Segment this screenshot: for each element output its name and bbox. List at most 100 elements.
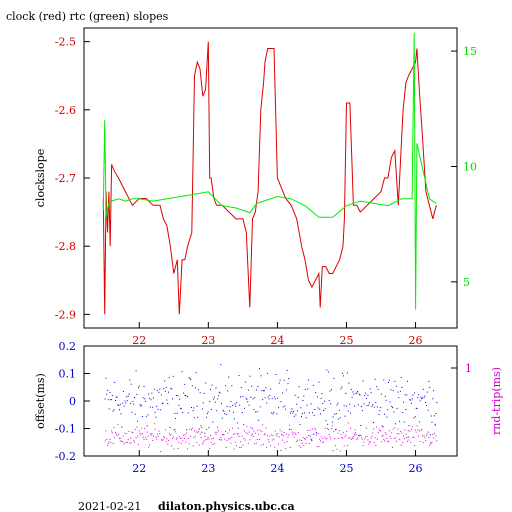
- series-offset-point: [126, 396, 128, 398]
- series-rnd-trip-point: [249, 439, 251, 441]
- series-offset-point: [377, 388, 379, 390]
- series-rnd-trip-point: [431, 441, 433, 443]
- series-rnd-trip-point: [369, 441, 370, 443]
- series-offset-point: [302, 400, 304, 402]
- series-rnd-trip-point: [159, 432, 161, 434]
- series-rnd-trip-point: [226, 439, 228, 441]
- series-offset-point: [179, 407, 181, 409]
- series-offset-point: [185, 395, 187, 397]
- series-offset-point: [351, 396, 353, 398]
- series-offset-point: [361, 410, 363, 412]
- series-rnd-trip-point: [418, 430, 420, 432]
- series-offset-point: [350, 388, 352, 390]
- series-offset-point: [436, 402, 438, 404]
- series-rnd-trip-point: [426, 435, 427, 437]
- series-offset-point: [237, 427, 239, 429]
- series-offset-point: [208, 427, 210, 429]
- series-offset-point: [214, 401, 216, 403]
- series-offset-point: [173, 429, 175, 431]
- series-offset-point: [241, 412, 243, 413]
- series-offset-point: [107, 389, 109, 391]
- series-offset-point: [305, 417, 307, 419]
- series-offset-point: [282, 406, 284, 408]
- series-offset-point: [195, 372, 197, 374]
- series-rnd-trip-point: [357, 437, 359, 439]
- series-rnd-trip-point: [313, 433, 315, 435]
- series-rnd-trip-point: [420, 429, 422, 431]
- series-rnd-trip-point: [301, 440, 302, 441]
- series-rnd-trip-point: [312, 433, 314, 435]
- series-offset-point: [188, 377, 190, 379]
- series-offset-point: [253, 408, 255, 410]
- series-offset-point: [431, 421, 433, 423]
- series-offset-point: [104, 398, 106, 400]
- series-rnd-trip-point: [225, 430, 226, 432]
- series-rnd-trip-point: [114, 437, 116, 439]
- series-rnd-trip-point: [146, 431, 148, 433]
- series-rnd-trip-point: [175, 438, 177, 440]
- series-offset-point: [193, 407, 195, 409]
- series-offset-point: [217, 395, 219, 397]
- series-offset-point: [344, 415, 346, 417]
- series-offset-point: [122, 390, 124, 392]
- series-rnd-trip-point: [269, 435, 271, 437]
- series-rnd-trip-point: [357, 435, 359, 436]
- series-offset-point: [388, 379, 390, 381]
- series-offset-point: [136, 393, 138, 395]
- series-offset-point: [231, 385, 233, 387]
- series-offset-point: [421, 398, 423, 400]
- series-rnd-trip-point: [197, 432, 199, 434]
- series-rnd-trip-point: [309, 429, 311, 431]
- series-offset-point: [211, 384, 213, 386]
- series-offset-point: [371, 405, 373, 407]
- series-rnd-trip-point: [261, 431, 263, 432]
- series-rnd-trip-point: [289, 424, 291, 426]
- series-rnd-trip-point: [398, 433, 400, 435]
- series-rnd-trip-point: [245, 432, 247, 434]
- series-rnd-trip-point: [191, 429, 192, 431]
- series-offset-point: [412, 394, 414, 396]
- series-rnd-trip-point: [436, 440, 438, 442]
- series-offset-point: [130, 383, 132, 385]
- series-offset-point: [335, 413, 337, 415]
- series-offset-point: [270, 412, 272, 414]
- series-rnd-trip-point: [104, 440, 106, 442]
- series-offset-point: [380, 407, 382, 409]
- series-offset-point: [218, 391, 220, 393]
- series-rnd-trip-point: [174, 428, 176, 430]
- series-offset-point: [219, 392, 221, 394]
- series-rnd-trip-point: [262, 424, 264, 426]
- series-offset-point: [358, 393, 360, 395]
- series-offset-point: [109, 392, 111, 393]
- series-offset-point: [207, 411, 209, 413]
- series-rnd-trip-point: [151, 433, 153, 435]
- series-offset-point: [220, 364, 222, 366]
- series-offset-point: [252, 398, 254, 400]
- series-rnd-trip-point: [281, 431, 283, 433]
- series-offset-point: [311, 440, 313, 442]
- series-rnd-trip-point: [204, 435, 206, 437]
- series-offset-point: [274, 396, 276, 398]
- series-rnd-trip-point: [282, 439, 283, 441]
- series-offset-point: [395, 385, 397, 387]
- series-rnd-trip-point: [304, 438, 306, 440]
- series-offset-point: [132, 401, 134, 402]
- series-rnd-trip-point: [349, 437, 351, 439]
- series-offset-point: [381, 425, 383, 427]
- series-rnd-trip-point: [135, 437, 137, 439]
- series-offset-point: [163, 388, 165, 390]
- series-offset-point: [170, 387, 172, 389]
- series-offset-point: [376, 386, 378, 388]
- series-rnd-trip-point: [286, 441, 288, 443]
- bottom-x-tick-label: 25: [339, 462, 353, 475]
- series-offset-point: [432, 398, 434, 400]
- series-offset-point: [315, 392, 317, 394]
- series-offset-point: [355, 393, 357, 394]
- series-rnd-trip-point: [308, 443, 310, 444]
- series-rnd-trip-point: [382, 434, 384, 436]
- series-rnd-trip-point: [413, 436, 415, 438]
- series-offset-point: [150, 399, 152, 401]
- series-rnd-trip-point: [344, 436, 346, 438]
- top-left-tick-label: -2.9: [55, 308, 76, 321]
- series-offset-point: [427, 409, 429, 411]
